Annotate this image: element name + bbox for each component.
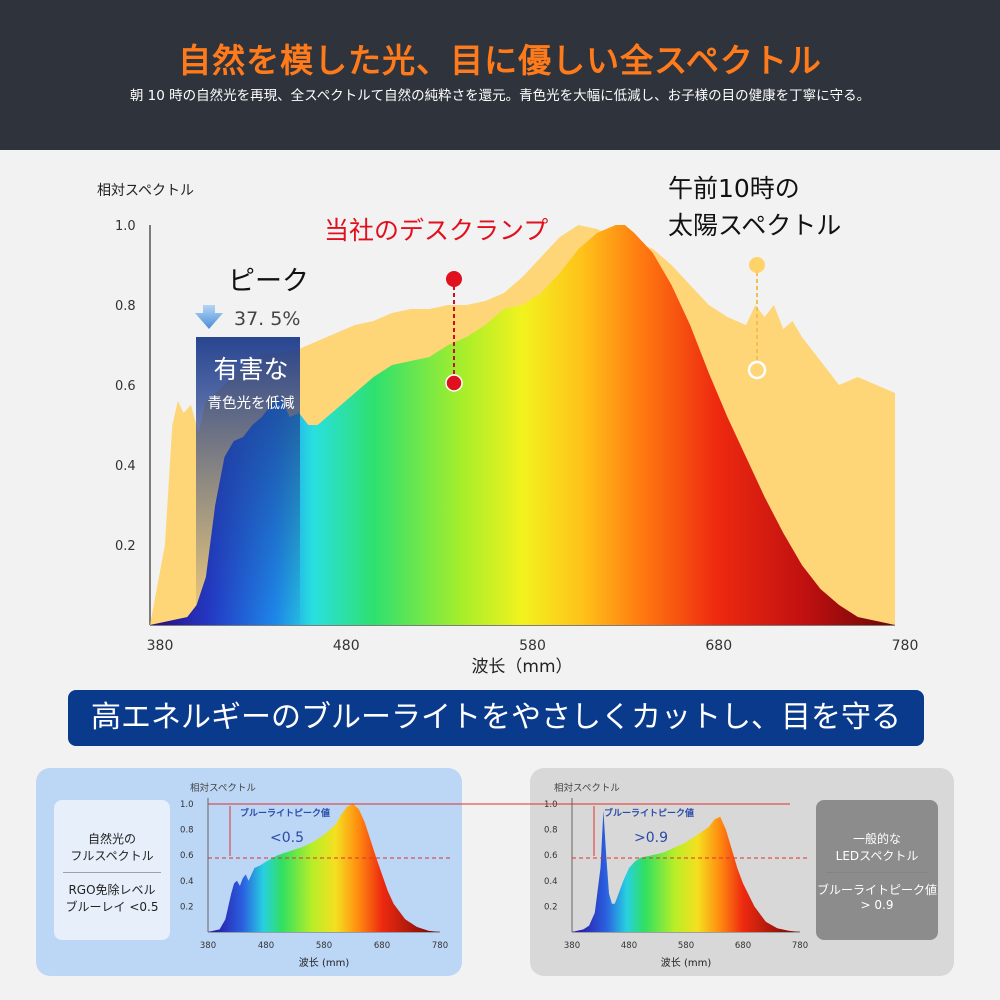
lamp-spectrum-area — [150, 225, 895, 625]
lamp-label: 当社のデスクランプ — [324, 216, 548, 245]
harmful-label: 有害な — [213, 355, 288, 384]
natural-info-box: 自然光の フルスペクトル RGO免除レベル ブルーレイ <0.5 — [54, 800, 170, 940]
small-y-tick: 0.6 — [180, 851, 194, 861]
natural-box-sub-1: RGO免除レベル — [68, 883, 156, 897]
small-spectrum-area — [572, 810, 800, 932]
y-tick-label: 0.6 — [115, 379, 136, 394]
led-box-sub-1: ブルーライトピーク値 — [816, 883, 937, 897]
down-arrow-icon — [195, 305, 223, 329]
sun-label-line1: 午前10時の — [668, 174, 800, 203]
small-y-tick: 0.4 — [544, 877, 558, 887]
x-axis-label: 波长（mm） — [471, 657, 572, 677]
peak-value: 37. 5% — [234, 308, 300, 330]
small-y-tick: 0.8 — [544, 826, 558, 836]
small-y-tick: 0.2 — [544, 902, 558, 912]
natural-box-title-1: 自然光の — [87, 832, 136, 846]
x-tick-label: 780 — [892, 638, 919, 654]
small-y-axis-label: 相対スペクトル — [554, 782, 620, 794]
x-tick-label: 480 — [333, 638, 360, 654]
small-y-tick: 1.0 — [544, 800, 558, 810]
led-box-title-2: LEDスペクトル — [835, 849, 919, 863]
x-tick-label: 680 — [705, 638, 732, 654]
lamp-marker-bottom — [445, 374, 463, 392]
small-spectrum-area — [208, 804, 440, 932]
blue-peak-value: >0.9 — [634, 830, 668, 846]
led-info-box: 一般的な LEDスペクトル ブルーライトピーク値 > 0.9 — [816, 800, 938, 940]
small-y-tick: 0.8 — [180, 826, 194, 836]
y-axis-label: 相対スペクトル — [97, 183, 194, 199]
small-x-axis-label: 波长 (mm) — [661, 956, 712, 969]
small-x-tick: 580 — [678, 941, 694, 951]
x-tick-label: 380 — [147, 638, 174, 654]
led-box-title-1: 一般的な — [852, 832, 901, 846]
sun-label-line2: 太陽スペクトル — [668, 211, 841, 240]
small-x-tick: 780 — [792, 941, 808, 951]
main-spectrum-chart: 相対スペクトル 1.00.80.60.40.2 380 480 580 680 780 … — [97, 174, 919, 677]
small-y-axis-label: 相対スペクトル — [190, 782, 256, 794]
blue-peak-annotation: ブルーライトピーク値 — [604, 807, 694, 819]
page-title: 自然を模した光、目に優しい全スペクトル — [178, 41, 822, 80]
header-banner: 自然を模した光、目に優しい全スペクトル 朝 10 時の自然光を再現、全スペクトル… — [0, 0, 1000, 150]
x-tick-label: 580 — [519, 638, 546, 654]
lamp-marker-top — [446, 271, 462, 287]
sun-marker-bottom — [747, 360, 767, 380]
small-x-tick: 380 — [564, 941, 580, 951]
blue-peak-value: <0.5 — [270, 830, 304, 846]
peak-label: ピーク — [228, 266, 309, 297]
small-x-axis-label: 波长 (mm) — [299, 956, 350, 969]
page-subtitle: 朝 10 時の自然光を再現、全スペクトルて自然の純粋さを還元。青色光を大幅に低減… — [129, 88, 871, 104]
small-y-tick: 0.4 — [180, 877, 194, 887]
led-box-sub-2: > 0.9 — [860, 898, 894, 912]
small-x-tick: 580 — [316, 941, 332, 951]
reduce-label: 青色光を低減 — [208, 395, 295, 412]
y-tick-label: 0.8 — [115, 299, 136, 314]
headline-banner: 高エネルギーのブルーライトをやさしくカットし、目を守る — [68, 690, 924, 746]
harmful-blue-light-box — [196, 337, 300, 625]
small-x-tick: 480 — [621, 941, 637, 951]
y-tick-label: 0.4 — [115, 459, 136, 474]
y-tick-label: 1.0 — [115, 219, 136, 234]
sun-marker-top — [749, 257, 765, 273]
natural-box-sub-2: ブルーレイ <0.5 — [65, 900, 159, 914]
small-x-tick: 480 — [258, 941, 274, 951]
blue-peak-annotation: ブルーライトピーク値 — [240, 807, 330, 819]
small-x-tick: 380 — [200, 941, 216, 951]
small-x-tick: 680 — [374, 941, 390, 951]
small-y-tick: 0.6 — [544, 851, 558, 861]
natural-box-title-2: フルスペクトル — [70, 849, 154, 863]
small-y-tick: 1.0 — [180, 800, 194, 810]
main-chart-area: 相対スペクトル 1.0 0.8 0.6 0.4 0.2 380 480 580 680 780 … — [0, 150, 1000, 700]
small-x-tick: 680 — [735, 941, 751, 951]
y-tick-label: 0.2 — [115, 539, 136, 554]
small-y-tick: 0.2 — [180, 902, 194, 912]
small-x-tick: 780 — [432, 941, 448, 951]
